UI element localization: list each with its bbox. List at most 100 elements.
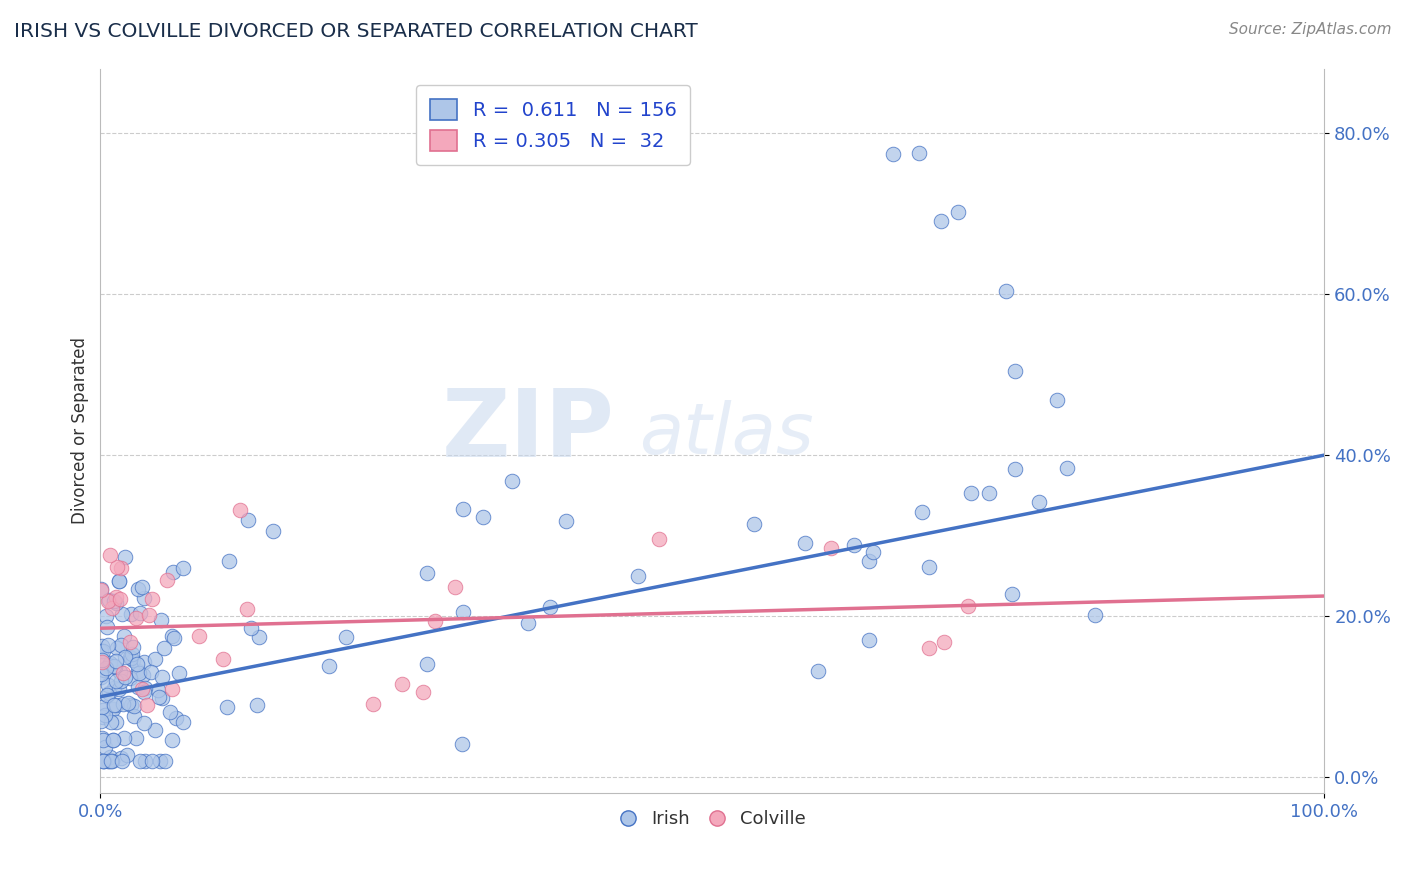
Point bbox=[110, 673, 132, 688]
Point bbox=[91, 731, 114, 745]
Point bbox=[882, 147, 904, 161]
Point bbox=[211, 652, 233, 666]
Point bbox=[807, 665, 830, 679]
Point bbox=[91, 754, 114, 768]
Point bbox=[167, 666, 190, 681]
Point bbox=[160, 732, 183, 747]
Point bbox=[451, 605, 474, 619]
Point bbox=[121, 653, 143, 667]
Point bbox=[98, 754, 121, 768]
Point bbox=[120, 650, 142, 665]
Point bbox=[977, 486, 1000, 500]
Point bbox=[91, 754, 114, 768]
Point bbox=[959, 486, 981, 500]
Point bbox=[100, 715, 122, 730]
Point bbox=[118, 650, 141, 665]
Point bbox=[127, 657, 149, 671]
Point bbox=[844, 538, 866, 552]
Point bbox=[127, 664, 149, 678]
Point bbox=[120, 698, 142, 713]
Point bbox=[98, 548, 121, 562]
Point bbox=[153, 754, 176, 768]
Point bbox=[90, 670, 112, 684]
Point bbox=[97, 639, 120, 653]
Point bbox=[93, 663, 115, 677]
Point bbox=[100, 754, 122, 768]
Point bbox=[118, 634, 141, 648]
Point bbox=[97, 686, 120, 700]
Point bbox=[540, 600, 562, 615]
Point bbox=[105, 596, 128, 610]
Point bbox=[363, 697, 385, 711]
Point bbox=[1001, 587, 1024, 601]
Point bbox=[96, 620, 118, 634]
Point bbox=[134, 591, 156, 605]
Point bbox=[744, 517, 766, 532]
Point bbox=[335, 630, 357, 644]
Point bbox=[141, 754, 163, 768]
Point bbox=[150, 690, 173, 705]
Point bbox=[110, 638, 132, 652]
Point bbox=[89, 667, 111, 681]
Point bbox=[105, 654, 128, 668]
Point bbox=[517, 616, 540, 631]
Point bbox=[143, 652, 166, 666]
Point bbox=[91, 644, 114, 658]
Point bbox=[100, 754, 122, 768]
Point bbox=[146, 682, 169, 697]
Point bbox=[150, 613, 173, 627]
Point bbox=[932, 634, 955, 648]
Point bbox=[858, 632, 880, 647]
Point bbox=[91, 702, 114, 716]
Point bbox=[416, 657, 439, 671]
Point bbox=[90, 644, 112, 658]
Point bbox=[103, 702, 125, 716]
Point bbox=[108, 682, 131, 697]
Point bbox=[96, 688, 118, 702]
Point bbox=[114, 649, 136, 664]
Point bbox=[794, 536, 817, 550]
Point bbox=[160, 682, 183, 697]
Point bbox=[94, 708, 117, 723]
Point bbox=[1004, 364, 1026, 378]
Point bbox=[127, 681, 149, 695]
Point bbox=[98, 657, 121, 671]
Point bbox=[929, 214, 952, 228]
Point bbox=[218, 554, 240, 568]
Point bbox=[90, 700, 112, 714]
Point bbox=[108, 665, 131, 679]
Point bbox=[112, 666, 135, 681]
Point bbox=[188, 629, 211, 643]
Point bbox=[111, 607, 134, 621]
Point bbox=[117, 748, 139, 763]
Point bbox=[114, 550, 136, 565]
Point bbox=[443, 580, 465, 594]
Point bbox=[145, 723, 167, 737]
Point bbox=[946, 204, 969, 219]
Point bbox=[98, 749, 121, 764]
Point bbox=[132, 668, 155, 682]
Point bbox=[159, 705, 181, 719]
Point bbox=[110, 754, 132, 768]
Point bbox=[107, 574, 129, 588]
Point bbox=[236, 513, 259, 527]
Point bbox=[111, 698, 134, 712]
Point bbox=[104, 698, 127, 712]
Point bbox=[858, 554, 880, 568]
Text: ZIP: ZIP bbox=[441, 385, 614, 477]
Point bbox=[1004, 462, 1026, 476]
Point bbox=[121, 647, 143, 661]
Point bbox=[93, 754, 115, 768]
Point bbox=[245, 698, 267, 712]
Point bbox=[122, 698, 145, 713]
Point bbox=[134, 655, 156, 669]
Point bbox=[90, 653, 112, 667]
Point bbox=[117, 696, 139, 710]
Point bbox=[215, 700, 238, 714]
Point bbox=[172, 561, 194, 575]
Point bbox=[90, 582, 112, 597]
Point bbox=[451, 502, 474, 516]
Point bbox=[416, 566, 439, 581]
Point bbox=[132, 716, 155, 731]
Point bbox=[108, 574, 131, 589]
